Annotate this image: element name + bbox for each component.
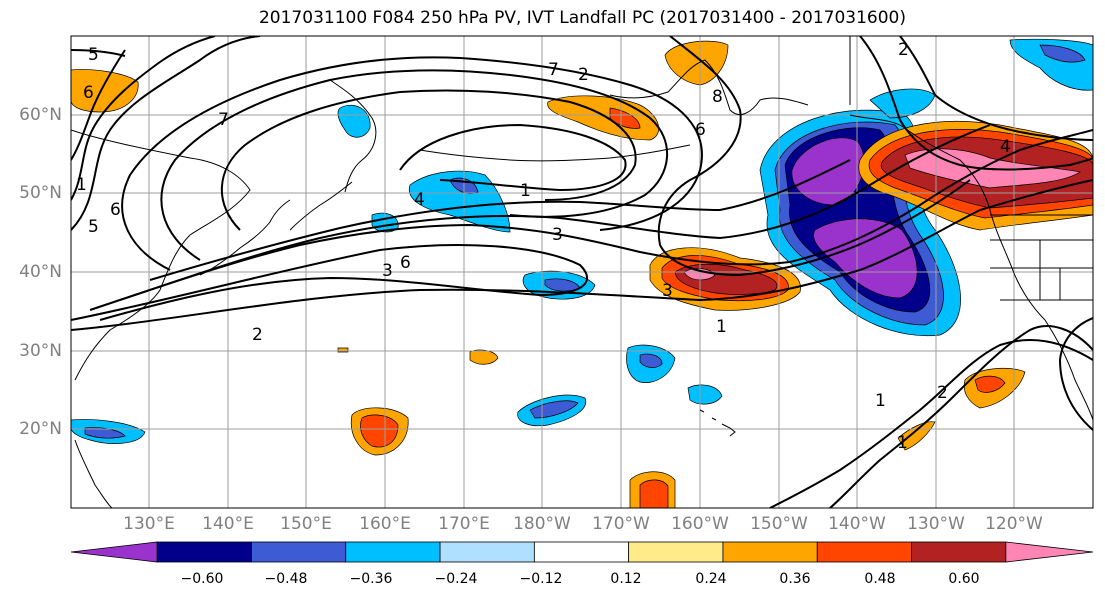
lat-label-60n: 60°N (19, 105, 62, 125)
lon-label: 160°W (671, 514, 729, 534)
negative-anomaly-gulf-alaska-max2 (813, 218, 918, 299)
colorbar-bin (911, 541, 1007, 563)
figure-title: 2017031100 F084 250 hPa PV, IVT Landfall… (258, 8, 906, 28)
colorbar-bin (722, 541, 818, 563)
pv-contours (71, 36, 1093, 508)
contour-label: 6 (695, 120, 706, 140)
contour-label: 3 (662, 281, 673, 301)
negative-anomaly-hawaii-north-core (639, 353, 663, 368)
map-frame (70, 35, 1094, 509)
lat-label-50n: 50°N (19, 183, 62, 203)
lon-label: 140°W (828, 514, 886, 534)
positive-anomaly-east-subtropic-core (974, 375, 1006, 393)
lon-label: 140°E (202, 514, 254, 534)
contour-label: 2 (898, 40, 909, 60)
colorbar-tick-label: 0.60 (948, 571, 980, 587)
lon-label: 120°W (985, 514, 1043, 534)
contour-label: 8 (712, 87, 723, 107)
positive-anomaly-nw-corner (71, 69, 139, 113)
contour-label: 2 (578, 65, 589, 85)
lat-label-40n: 40°N (19, 262, 62, 282)
canada-border (849, 36, 1093, 216)
colorbar-bin (156, 541, 252, 563)
lon-label: 170°W (592, 514, 650, 534)
contour-label: 6 (110, 200, 121, 220)
contour-label: 7 (548, 60, 559, 80)
lat-label-20n: 20°N (19, 419, 62, 439)
north-america-coast (849, 114, 1093, 421)
lon-label: 150°W (750, 514, 808, 534)
colorbar-tick-label: 0.48 (864, 571, 896, 587)
colorbar-tick-label: 0.24 (695, 571, 727, 587)
colorbar (70, 541, 1094, 563)
contour-label: 6 (400, 253, 411, 273)
colorbar-bin (439, 541, 535, 563)
positive-anomaly-arctic (664, 40, 729, 86)
asia-coast (71, 129, 251, 381)
contour-label: 2 (252, 325, 263, 345)
colorbar-bin (345, 541, 441, 563)
lon-label: 160°E (359, 514, 411, 534)
contour-labels: 5 6 7 2 1 3 4 7 6 8 6 2 3 1 4 1 3 2 1 2 … (76, 40, 1011, 453)
coastlines (71, 36, 1093, 508)
alaska-coast (609, 59, 809, 115)
aleutian-islands (419, 144, 691, 162)
graticule (71, 36, 1093, 508)
hawaii (699, 409, 736, 437)
contour-label: 1 (897, 433, 908, 453)
colorbar-tick-label: −0.48 (264, 571, 308, 587)
contour-label: 5 (88, 45, 99, 65)
colorbar-bin (533, 541, 630, 563)
contour-label: 3 (552, 225, 563, 245)
contour-label: 3 (382, 261, 393, 281)
contour-label: 1 (76, 175, 87, 195)
map-area: 5 6 7 2 1 3 4 7 6 8 6 2 3 1 4 1 3 2 1 2 … (71, 36, 1093, 508)
contour-label: 2 (937, 383, 948, 403)
lon-label: 180°W (513, 514, 571, 534)
colorbar-tick-label: −0.12 (519, 571, 563, 587)
colorbar-extend-max (1005, 541, 1094, 563)
colorbar-bin (628, 541, 724, 563)
lon-label: 170°E (438, 514, 490, 534)
negative-anomaly-philippine-core (84, 427, 126, 439)
contour-label: 1 (875, 391, 886, 411)
kuril-islands (289, 181, 353, 231)
us-state-lines (990, 239, 1093, 301)
lon-label: 130°E (123, 514, 175, 534)
positive-anomaly-wpac-core (360, 414, 399, 448)
colorbar-tick-label: −0.60 (180, 571, 224, 587)
contour-label: 4 (414, 190, 425, 210)
contour-label: 5 (88, 217, 99, 237)
colorbar-bin (251, 541, 347, 563)
colorbar-bin (816, 541, 912, 563)
colorbar-tick-label: −0.24 (434, 571, 478, 587)
lat-label-30n: 30°N (19, 341, 62, 361)
positive-anomaly-small (469, 349, 499, 365)
colorbar-tick-label: 0.36 (779, 571, 811, 587)
negative-anomaly-arctic-ne-core (1039, 44, 1086, 63)
kamchatka-coast (329, 79, 377, 193)
contour-label: 7 (218, 110, 229, 130)
japan-islands (199, 199, 291, 276)
contour-label: 6 (83, 83, 94, 103)
positive-anomaly-tropic-core (639, 479, 669, 508)
contour-label: 1 (716, 317, 727, 337)
contour-label: 1 (520, 181, 531, 201)
colorbar-extend-min (70, 541, 158, 563)
lon-label: 130°W (907, 514, 965, 534)
colorbar-tick-label: 0.12 (610, 571, 642, 587)
contour-label: 4 (1000, 137, 1011, 157)
philippines (74, 439, 113, 508)
colorbar-tick-label: −0.36 (349, 571, 393, 587)
negative-anomaly-okhotsk (337, 104, 371, 138)
lon-label: 150°E (280, 514, 332, 534)
